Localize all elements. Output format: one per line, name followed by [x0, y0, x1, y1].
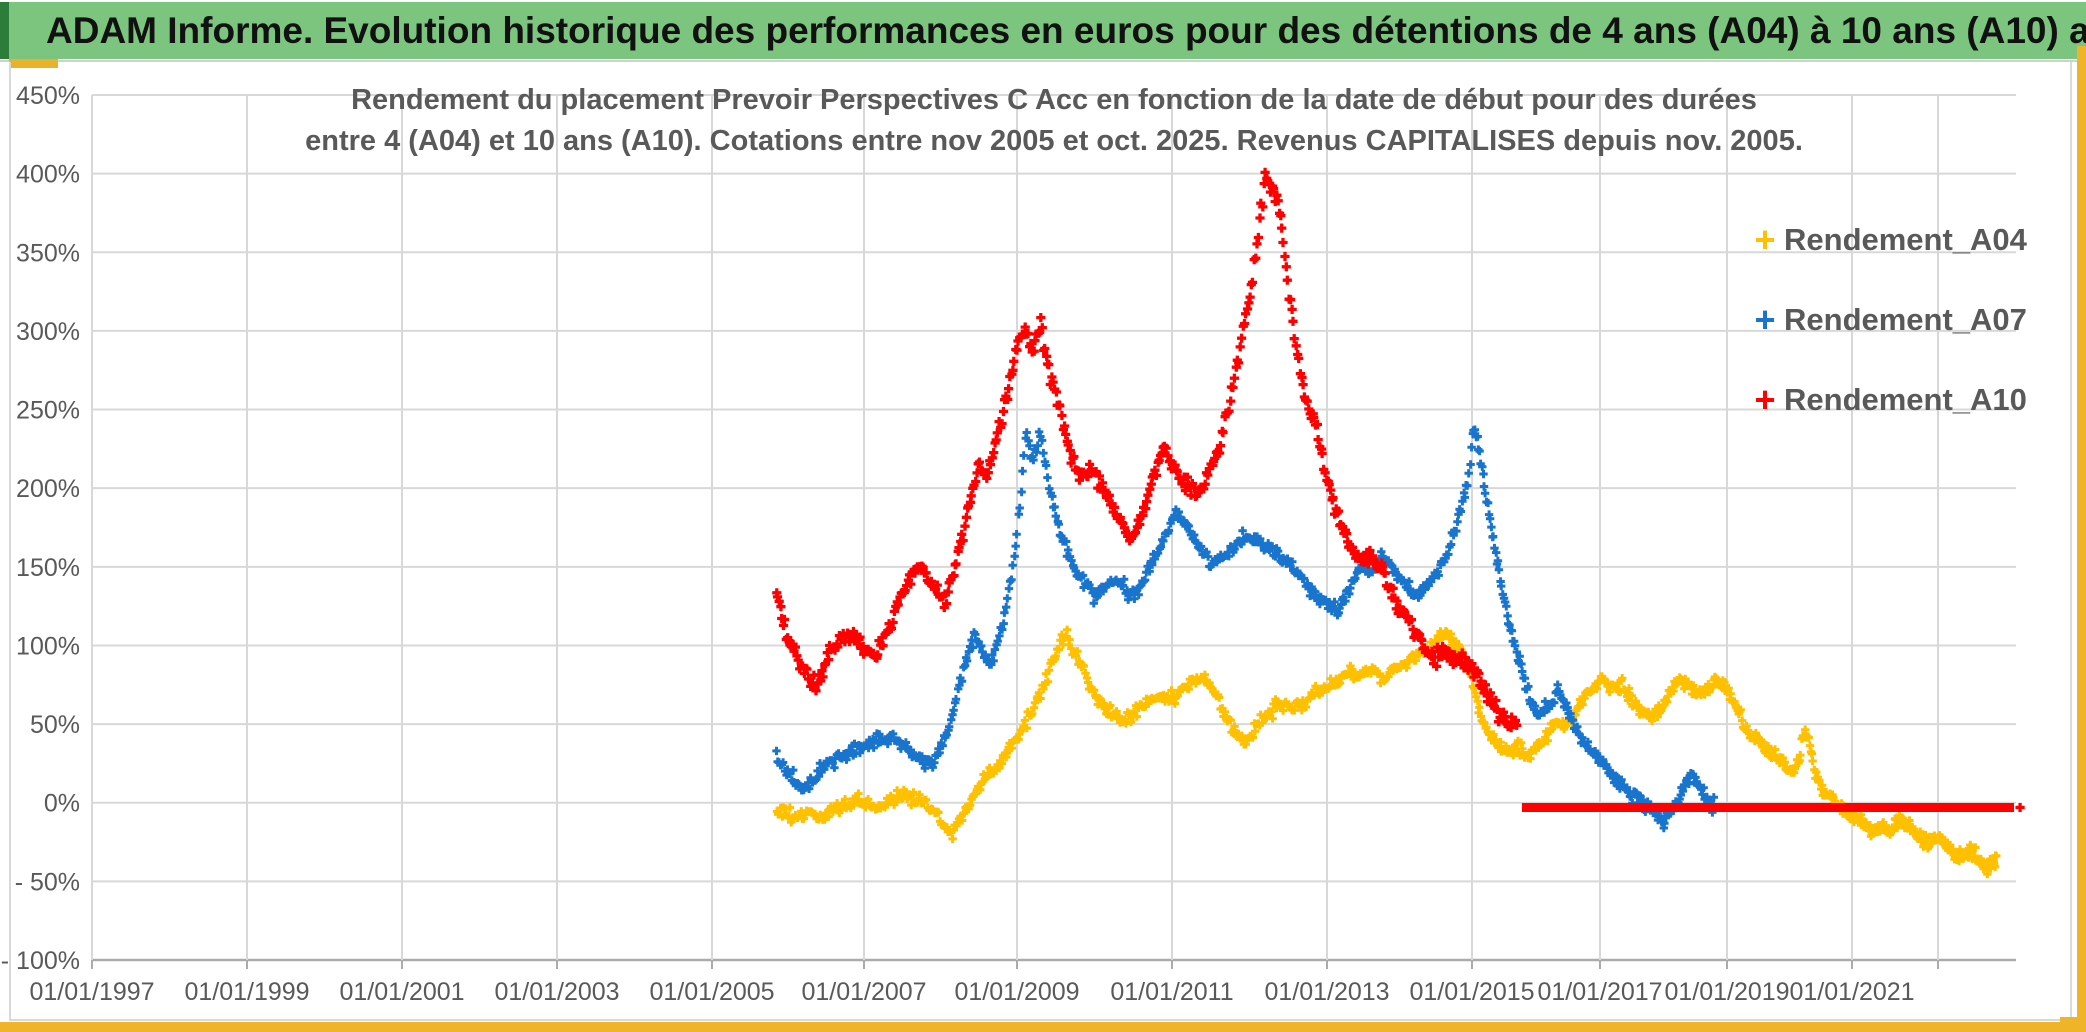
- y-tick-label: 200%: [16, 475, 80, 503]
- y-tick-label: - 50%: [15, 868, 80, 896]
- x-tick-label: 01/01/2009: [954, 978, 1079, 1006]
- y-tick-label: 450%: [16, 82, 80, 110]
- chart-title-line2: entre 4 (A04) et 10 ans (A10). Cotations…: [305, 125, 1803, 157]
- chart-card-border-bottom: [9, 1019, 2071, 1021]
- series-Rendement_A07: [772, 425, 1718, 833]
- plus-marker-icon: +: [1754, 299, 1776, 340]
- y-tick-label: 250%: [16, 397, 80, 425]
- y-tick-label: 350%: [16, 239, 80, 267]
- chart-title: Rendement du placement Prevoir Perspecti…: [305, 80, 1803, 162]
- legend-label: Rendement_A04: [1784, 222, 2027, 257]
- legend-item-a04: + Rendement_A04: [1748, 200, 2027, 280]
- header-bar: [0, 2, 2086, 59]
- x-tick-label: 01/01/2019: [1664, 978, 1789, 1006]
- header-gold-tab: [9, 59, 58, 68]
- legend: + Rendement_A04 + Rendement_A07 + Rendem…: [1748, 200, 2027, 440]
- chart-title-line1: Rendement du placement Prevoir Perspecti…: [351, 84, 1757, 116]
- legend-label: Rendement_A07: [1784, 302, 2027, 337]
- y-tick-label: 100%: [16, 632, 80, 660]
- header-underline: [0, 60, 2086, 62]
- plus-marker-icon: +: [1754, 219, 1776, 260]
- x-tick-label: 01/01/2005: [649, 978, 774, 1006]
- x-tick-label: 01/01/2011: [1110, 978, 1233, 1006]
- x-tick-label: 01/01/2007: [801, 978, 926, 1006]
- legend-item-a07: + Rendement_A07: [1748, 280, 2027, 360]
- gold-frame-bottom: [0, 1022, 2086, 1032]
- legend-label: Rendement_A10: [1784, 382, 2027, 417]
- x-tick-label: 01/01/2003: [494, 978, 619, 1006]
- x-tick-label: 01/01/1999: [184, 978, 309, 1006]
- header-accent-strip: [0, 2, 9, 59]
- x-tick-label: 01/01/2013: [1264, 978, 1389, 1006]
- y-tick-label: - 100%: [1, 947, 80, 975]
- y-tick-label: 50%: [30, 711, 80, 739]
- y-tick-label: 0%: [44, 790, 80, 818]
- gold-frame-corner: [2060, 1017, 2086, 1032]
- y-tick-label: 400%: [16, 161, 80, 189]
- legend-item-a10: + Rendement_A10: [1748, 360, 2027, 440]
- flat-segment-endcap: [2015, 802, 2025, 813]
- chart-card-border-left: [9, 62, 11, 1020]
- header-title: ADAM Informe. Evolution historique des p…: [46, 10, 2086, 51]
- x-tick-label: 01/01/2015: [1409, 978, 1534, 1006]
- series-Rendement_A10: [772, 167, 1522, 733]
- plus-marker-icon: +: [1754, 379, 1776, 420]
- x-tick-label: 01/01/1997: [29, 978, 154, 1006]
- y-tick-label: 300%: [16, 318, 80, 346]
- x-tick-label: 01/01/2021: [1789, 978, 1914, 1006]
- chart-card-border-right: [2070, 62, 2072, 1020]
- gold-frame-right: [2077, 46, 2086, 1032]
- series-Rendement_A04: [772, 625, 2001, 879]
- y-tick-label: 150%: [16, 554, 80, 582]
- x-tick-label: 01/01/2017: [1537, 978, 1662, 1006]
- x-tick-label: 01/01/2001: [339, 978, 464, 1006]
